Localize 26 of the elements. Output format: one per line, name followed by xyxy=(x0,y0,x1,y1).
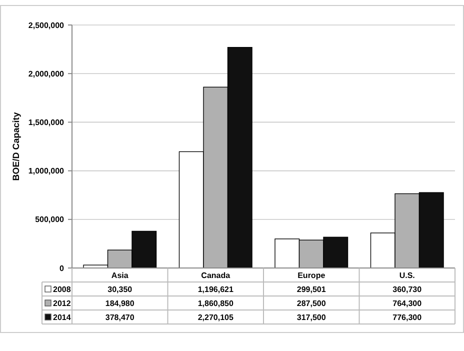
x-tick-label: Asia xyxy=(111,270,129,280)
data-label: 764,300 xyxy=(392,298,422,308)
data-label: 1,860,850 xyxy=(198,298,234,308)
data-label: 378,470 xyxy=(105,312,135,322)
legend-label: 2012 xyxy=(53,298,72,308)
data-label: 360,730 xyxy=(392,284,422,294)
y-tick-label: 500,000 xyxy=(35,215,65,224)
y-tick-label: 0 xyxy=(60,264,65,273)
data-label: 317,500 xyxy=(296,312,326,322)
data-label: 287,500 xyxy=(296,298,326,308)
x-tick-label: U.S. xyxy=(399,270,415,280)
y-tick-label: 2,500,000 xyxy=(28,20,65,30)
y-tick-label: 1,500,000 xyxy=(28,118,65,127)
data-label: 1,196,621 xyxy=(198,284,234,294)
x-tick-label: Canada xyxy=(201,270,231,280)
legend-label: 2014 xyxy=(53,312,72,322)
y-tick-label: 2,000,000 xyxy=(28,69,65,78)
y-axis-title: BOE/D Capacity xyxy=(11,112,21,181)
x-tick-label: Europe xyxy=(298,270,326,280)
data-label: 2,270,105 xyxy=(198,312,234,322)
y-tick-label: 1,000,000 xyxy=(28,166,65,176)
data-label: 299,501 xyxy=(296,284,326,294)
data-label: 776,300 xyxy=(392,312,422,322)
text: 2008 xyxy=(53,284,72,294)
data-label: 30,350 xyxy=(108,284,133,294)
data-label: 184,980 xyxy=(105,298,135,308)
